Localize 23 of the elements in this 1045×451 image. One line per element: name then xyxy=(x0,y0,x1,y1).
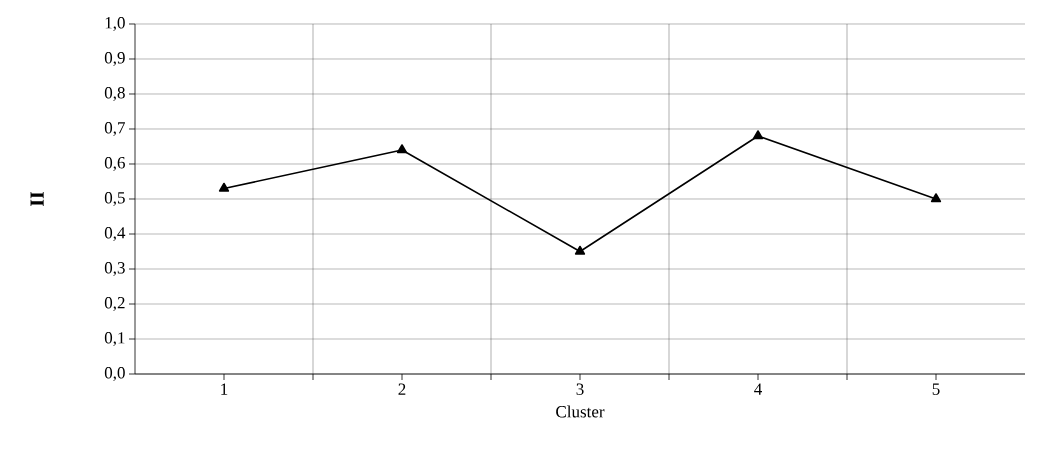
x-axis-title: Cluster xyxy=(556,405,605,418)
x-tick-label: 1 xyxy=(221,383,228,395)
y-tick-label: 0,5 xyxy=(104,192,125,206)
point xyxy=(574,245,586,255)
y-tick-label: 0,8 xyxy=(104,87,125,101)
y-tick-label: 0,6 xyxy=(104,157,125,171)
x-tick-label: 3 xyxy=(576,383,584,395)
y-tick-label: 0,3 xyxy=(104,262,125,276)
x-tick-label: 5 xyxy=(932,383,940,395)
y-tick-label: 1,0 xyxy=(105,17,125,31)
y-tick-label: 0,7 xyxy=(104,122,125,136)
point xyxy=(396,144,408,154)
y-tick-label: 0,9 xyxy=(104,52,125,66)
point xyxy=(752,130,764,140)
y-tick-label: 0,2 xyxy=(104,297,125,311)
x-tick-label: 4 xyxy=(754,383,762,395)
y-tick-label: 0,4 xyxy=(104,227,126,241)
y-tick-label: 0,0 xyxy=(104,367,125,381)
point xyxy=(218,182,230,192)
y-tick-label: 0,1 xyxy=(104,332,125,346)
point xyxy=(930,193,942,203)
y-axis-title: II xyxy=(30,191,44,207)
x-tick-label: 2 xyxy=(398,383,406,395)
